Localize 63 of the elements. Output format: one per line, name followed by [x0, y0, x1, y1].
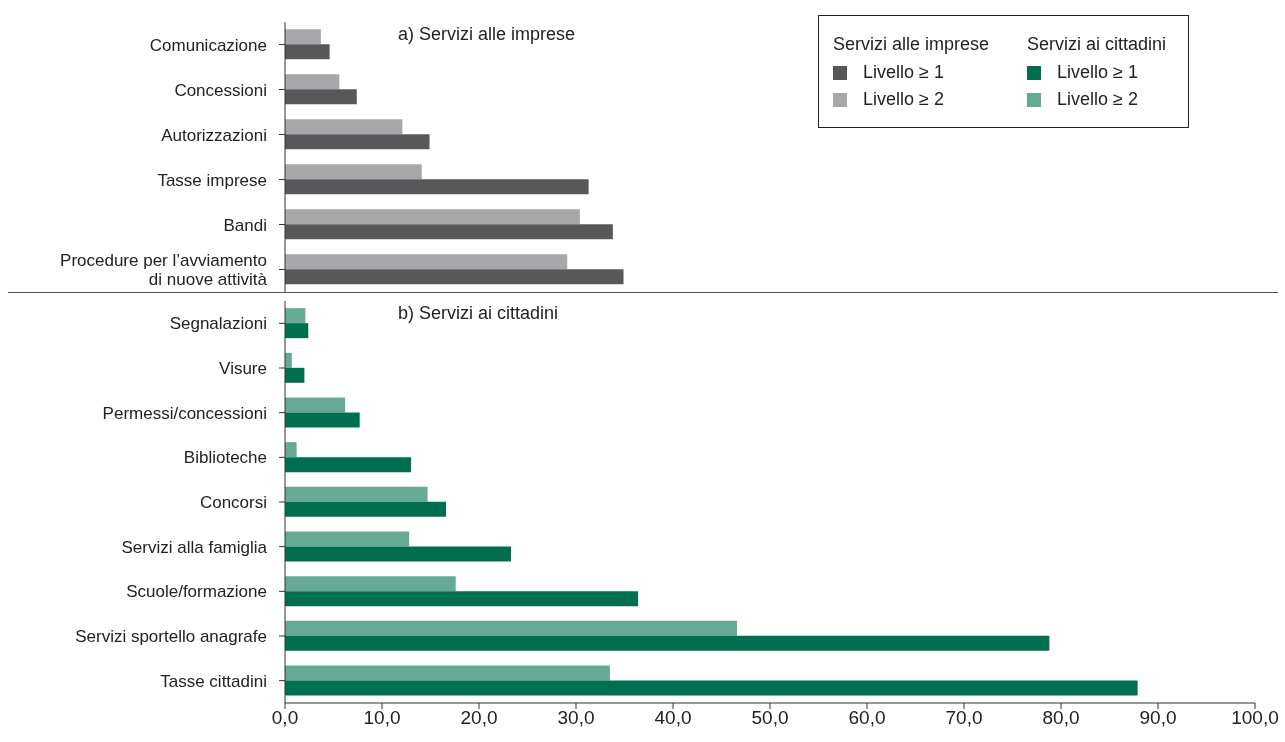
y-tick-label: Tasse imprese — [157, 170, 267, 189]
x-tick-label: 20,0 — [460, 707, 498, 729]
bar — [285, 269, 624, 285]
chart-title: b) Servizi ai cittadini — [398, 303, 559, 324]
bar — [285, 591, 639, 607]
chart-title: a) Servizi alle imprese — [398, 24, 576, 45]
bar — [285, 308, 306, 324]
x-tick-label: 60,0 — [848, 707, 886, 729]
bar — [285, 576, 456, 592]
legend-label: Livello ≥ 2 — [1057, 89, 1138, 110]
bar — [285, 367, 305, 383]
legend-label: Livello ≥ 2 — [863, 89, 944, 110]
x-tick-label: 100,0 — [1231, 707, 1279, 729]
y-tick-label: Servizi sportello anagrafe — [75, 626, 267, 646]
y-tick-label: Concorsi — [199, 492, 267, 512]
y-tick-label: Visure — [219, 358, 267, 378]
bar — [285, 680, 1138, 696]
y-tick-label: Concessioni — [174, 80, 267, 99]
bar — [285, 134, 430, 150]
y-tick-label: Biblioteche — [183, 447, 267, 467]
bar — [285, 442, 297, 458]
bar — [285, 164, 422, 180]
bar — [285, 89, 357, 105]
bar — [285, 412, 360, 428]
y-tick-label: Permessi/concessioni — [102, 403, 267, 423]
x-tick-label: 0,0 — [271, 707, 299, 729]
y-tick-label: Procedure per l’avviamento di nuove attività — [60, 250, 268, 289]
bar — [285, 486, 428, 502]
y-tick-label: Comunicazione — [149, 35, 267, 54]
y-tick-label: Segnalazioni — [169, 313, 267, 333]
y-tick-label: Scuole/formazione — [126, 581, 267, 601]
bar — [285, 501, 447, 517]
y-tick-label: Autorizzazioni — [161, 125, 267, 144]
bar — [285, 665, 610, 681]
y-tick-label: Tasse cittadini — [160, 671, 267, 691]
bar — [285, 323, 309, 339]
x-tick-label: 30,0 — [557, 707, 595, 729]
x-tick-label: 70,0 — [945, 707, 983, 729]
x-tick-label: 50,0 — [751, 707, 789, 729]
bar — [285, 209, 580, 225]
bar — [285, 44, 330, 60]
x-tick-label: 80,0 — [1042, 707, 1080, 729]
bar — [285, 254, 568, 270]
bar — [285, 635, 1050, 651]
bar — [285, 531, 410, 547]
bar — [285, 620, 738, 636]
bar — [285, 179, 589, 195]
legend-title: Servizi alle imprese — [833, 34, 990, 55]
x-tick-label: 90,0 — [1139, 707, 1177, 729]
bar — [285, 224, 613, 240]
x-tick-label: 40,0 — [654, 707, 692, 729]
y-tick-label: Bandi — [223, 215, 267, 234]
legend-label: Livello ≥ 1 — [863, 62, 944, 83]
bar — [285, 74, 340, 90]
x-tick-label: 10,0 — [363, 707, 401, 729]
bar — [285, 29, 321, 45]
y-tick-label: Servizi alla famiglia — [121, 537, 268, 557]
bar — [285, 546, 512, 562]
legend-label: Livello ≥ 1 — [1057, 62, 1138, 83]
bar — [285, 457, 412, 473]
bar — [285, 119, 403, 135]
bar — [285, 397, 346, 413]
legend-title: Servizi ai cittadini — [1027, 34, 1167, 55]
